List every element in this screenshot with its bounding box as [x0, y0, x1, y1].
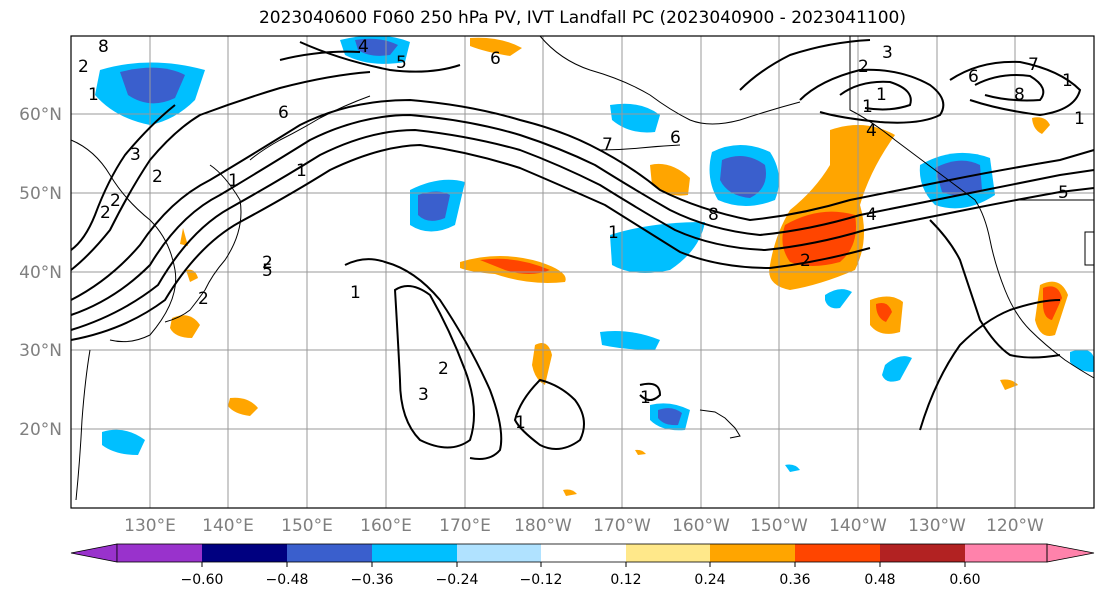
lon-label: 120°W [986, 516, 1044, 536]
contour-label: 3 [130, 145, 141, 165]
colorbar-segment [541, 544, 626, 562]
lon-label: 150°E [281, 516, 333, 536]
lon-label: 130°W [908, 516, 966, 536]
colorbar: −0.60 −0.48 −0.36 −0.24 −0.12 0.12 0.24 … [70, 543, 1095, 588]
contour-label: 1 [1074, 109, 1085, 129]
colorbar-segment [457, 544, 541, 562]
coastlines [70, 35, 1095, 501]
contour-label: 4 [358, 37, 369, 57]
contour-label: 1 [608, 223, 619, 243]
lon-label: 140°W [829, 516, 887, 536]
contour-label: 2 [110, 191, 121, 211]
colorbar-tick-label: 0.24 [694, 572, 725, 588]
lon-label: 160°W [672, 516, 730, 536]
contour-label: 7 [1028, 55, 1039, 75]
contour-label: 2 [858, 57, 869, 77]
colorbar-segment [626, 544, 710, 562]
contour-label: 6 [490, 49, 501, 69]
lon-label: 130°E [124, 516, 176, 536]
contour-label: 1 [515, 413, 526, 433]
contour-label: 1 [88, 85, 99, 105]
colorbar-tick-label: −0.48 [266, 572, 309, 588]
contour-label: 1 [228, 171, 239, 191]
contour-label: 2 [198, 289, 209, 309]
contour-label: 8 [708, 205, 719, 225]
contour-label: 5 [396, 53, 407, 73]
pv-shading [95, 35, 1094, 496]
colorbar-tick-label: −0.24 [436, 572, 479, 588]
contour-label: 7 [602, 135, 613, 155]
lon-label: 180°W [514, 516, 572, 536]
map-frame [70, 35, 1095, 509]
pv-contours [70, 39, 1095, 460]
lat-label: 20°N [19, 420, 62, 440]
colorbar-tick-label: 0.48 [864, 572, 895, 588]
contour-label: 1 [296, 161, 307, 181]
colorbar-segment [287, 544, 372, 562]
contour-label: 2 [152, 167, 163, 187]
contour-label: 2 [438, 359, 449, 379]
contour-label: 3 [882, 43, 893, 63]
contour-label: 1 [876, 85, 887, 105]
contour-label: 1 [1062, 71, 1073, 91]
contour-label: 2 [262, 253, 273, 273]
colorbar-segment [710, 544, 795, 562]
colorbar-tick-label: 0.12 [610, 572, 641, 588]
colorbar-segment [372, 544, 457, 562]
contour-label: 8 [98, 37, 109, 57]
lon-label: 170°W [593, 516, 651, 536]
contour-label: 2 [800, 251, 811, 271]
lon-label: 140°E [202, 516, 254, 536]
colorbar-tick-label: 0.36 [779, 572, 810, 588]
lat-label: 50°N [19, 184, 62, 204]
lon-label: 160°E [360, 516, 412, 536]
contour-label: 1 [350, 283, 361, 303]
colorbar-tick-label: −0.36 [351, 572, 394, 588]
longitude-labels: 130°E 140°E 150°E 160°E 170°E 180°W 170°… [124, 516, 1044, 536]
colorbar-tick-label: −0.60 [181, 572, 224, 588]
lat-label: 40°N [19, 263, 62, 283]
lon-label: 170°E [439, 516, 491, 536]
colorbar-segment [880, 544, 965, 562]
contour-label: 1 [862, 97, 873, 117]
contour-label: 8 [1014, 85, 1025, 105]
contour-label: 6 [278, 103, 289, 123]
contour-label: 6 [670, 128, 681, 148]
colorbar-tick-label: 0.60 [949, 572, 980, 588]
contour-label: 6 [968, 67, 979, 87]
latitude-labels: 60°N 50°N 40°N 30°N 20°N [19, 105, 62, 440]
lat-label: 30°N [19, 341, 62, 361]
contour-label: 2 [78, 57, 89, 77]
colorbar-segment [965, 544, 1047, 562]
contour-label: 4 [866, 121, 877, 141]
colorbar-tick-label: −0.12 [520, 572, 563, 588]
graticule [71, 36, 1094, 508]
contour-label: 1 [640, 388, 651, 408]
contour-label: 5 [262, 261, 273, 281]
colorbar-extend-min [70, 543, 118, 563]
colorbar-segment [117, 544, 202, 562]
contour-label: 5 [1058, 183, 1069, 203]
lon-label: 150°W [750, 516, 808, 536]
lat-label: 60°N [19, 105, 62, 125]
contour-labels: 4 5 6 2 1 3 1 2 6 1 2 1 6 8 7 2 2 1 1 6 … [78, 37, 1085, 433]
colorbar-extend-max [1046, 543, 1095, 563]
colorbar-segment [795, 544, 880, 562]
contour-label: 4 [866, 205, 877, 225]
contour-label: 2 [100, 203, 111, 223]
colorbar-segment [202, 544, 287, 562]
contour-label: 3 [418, 385, 429, 405]
map-title: 2023040600 F060 250 hPa PV, IVT Landfall… [258, 8, 906, 28]
